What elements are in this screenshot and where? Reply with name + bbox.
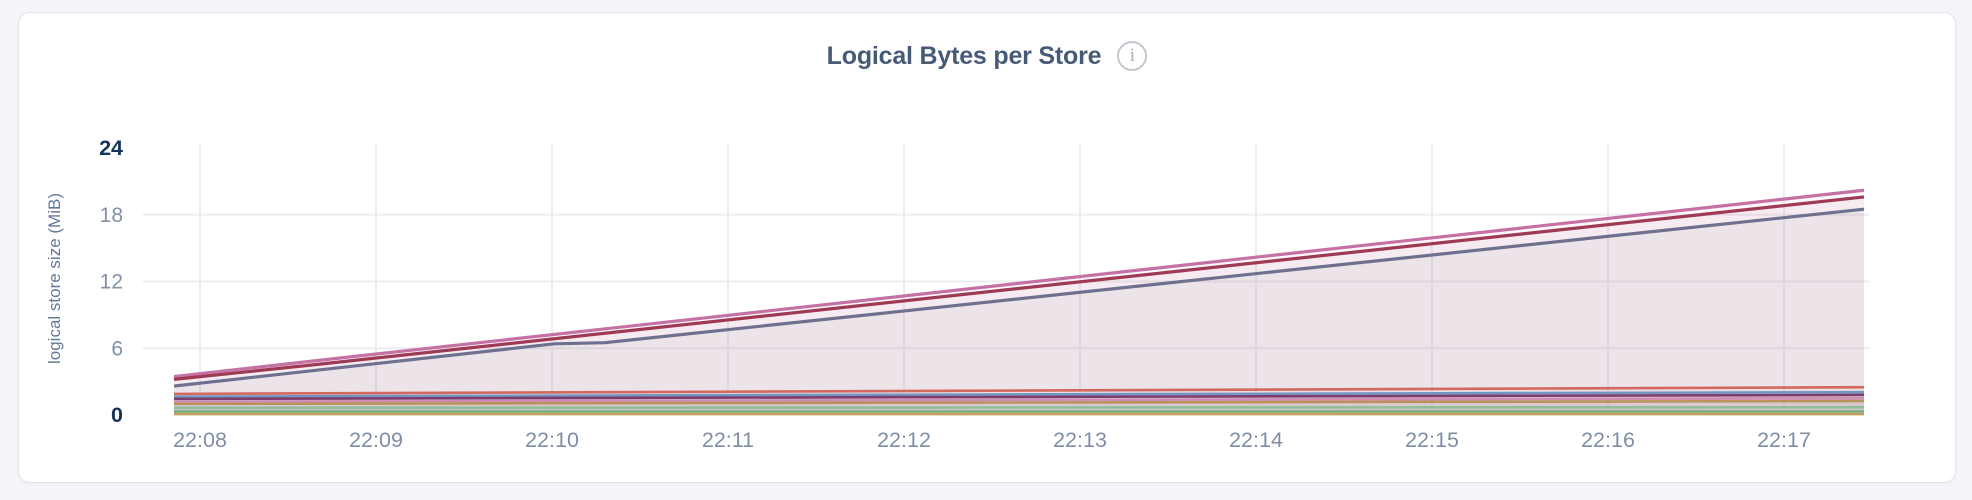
series-area-rising-slate — [174, 209, 1864, 415]
series-area-rising-pink — [174, 190, 1864, 415]
y-axis-tick: 24 — [99, 136, 123, 160]
series-line-flat-blue — [173, 390, 1865, 398]
chart-card: Logical Bytes per Store i logical store … — [18, 12, 1956, 483]
series-line-flat-salmon — [173, 385, 1865, 396]
series-line-rising-maroon — [173, 195, 1865, 381]
x-axis-tick: 22:15 — [1405, 428, 1459, 452]
logical-bytes-line-chart: 0 6 12 18 24 22:08 22:09 22:10 22:11 22:12 22:13 22… — [99, 136, 1869, 452]
x-axis-tick: 22:09 — [349, 428, 403, 452]
x-axis-tick: 22:12 — [877, 428, 931, 452]
chart-title: Logical Bytes per Store — [826, 41, 1102, 70]
x-axis-tick: 22:08 — [173, 428, 227, 452]
x-axis-tick: 22:16 — [1581, 428, 1635, 452]
series-line-rising-pink — [173, 188, 1865, 379]
series-line-flat-mauve — [173, 397, 1865, 403]
info-icon[interactable]: i — [1117, 41, 1148, 71]
y-axis-tick: 12 — [100, 271, 123, 294]
x-axis-tick: 22:14 — [1229, 428, 1283, 452]
series-line-flat-tan — [173, 399, 1865, 406]
x-axis-tick: 22:17 — [1757, 428, 1811, 452]
series-line-rising-slate — [173, 207, 1865, 388]
series-area-rising-maroon — [174, 196, 1864, 415]
x-axis-tick: 22:10 — [525, 428, 579, 452]
y-axis-tick: 6 — [111, 337, 123, 360]
chart-header: Logical Bytes per Store i — [19, 41, 1955, 71]
y-axis-tick: 0 — [111, 403, 123, 427]
x-axis-tick: 22:11 — [702, 428, 754, 452]
series-line-flat-plum — [173, 393, 1865, 401]
y-axis-tick: 18 — [100, 204, 123, 227]
x-axis-tick: 22:13 — [1053, 428, 1107, 452]
series-line-flat-lightgreen — [173, 405, 1865, 410]
